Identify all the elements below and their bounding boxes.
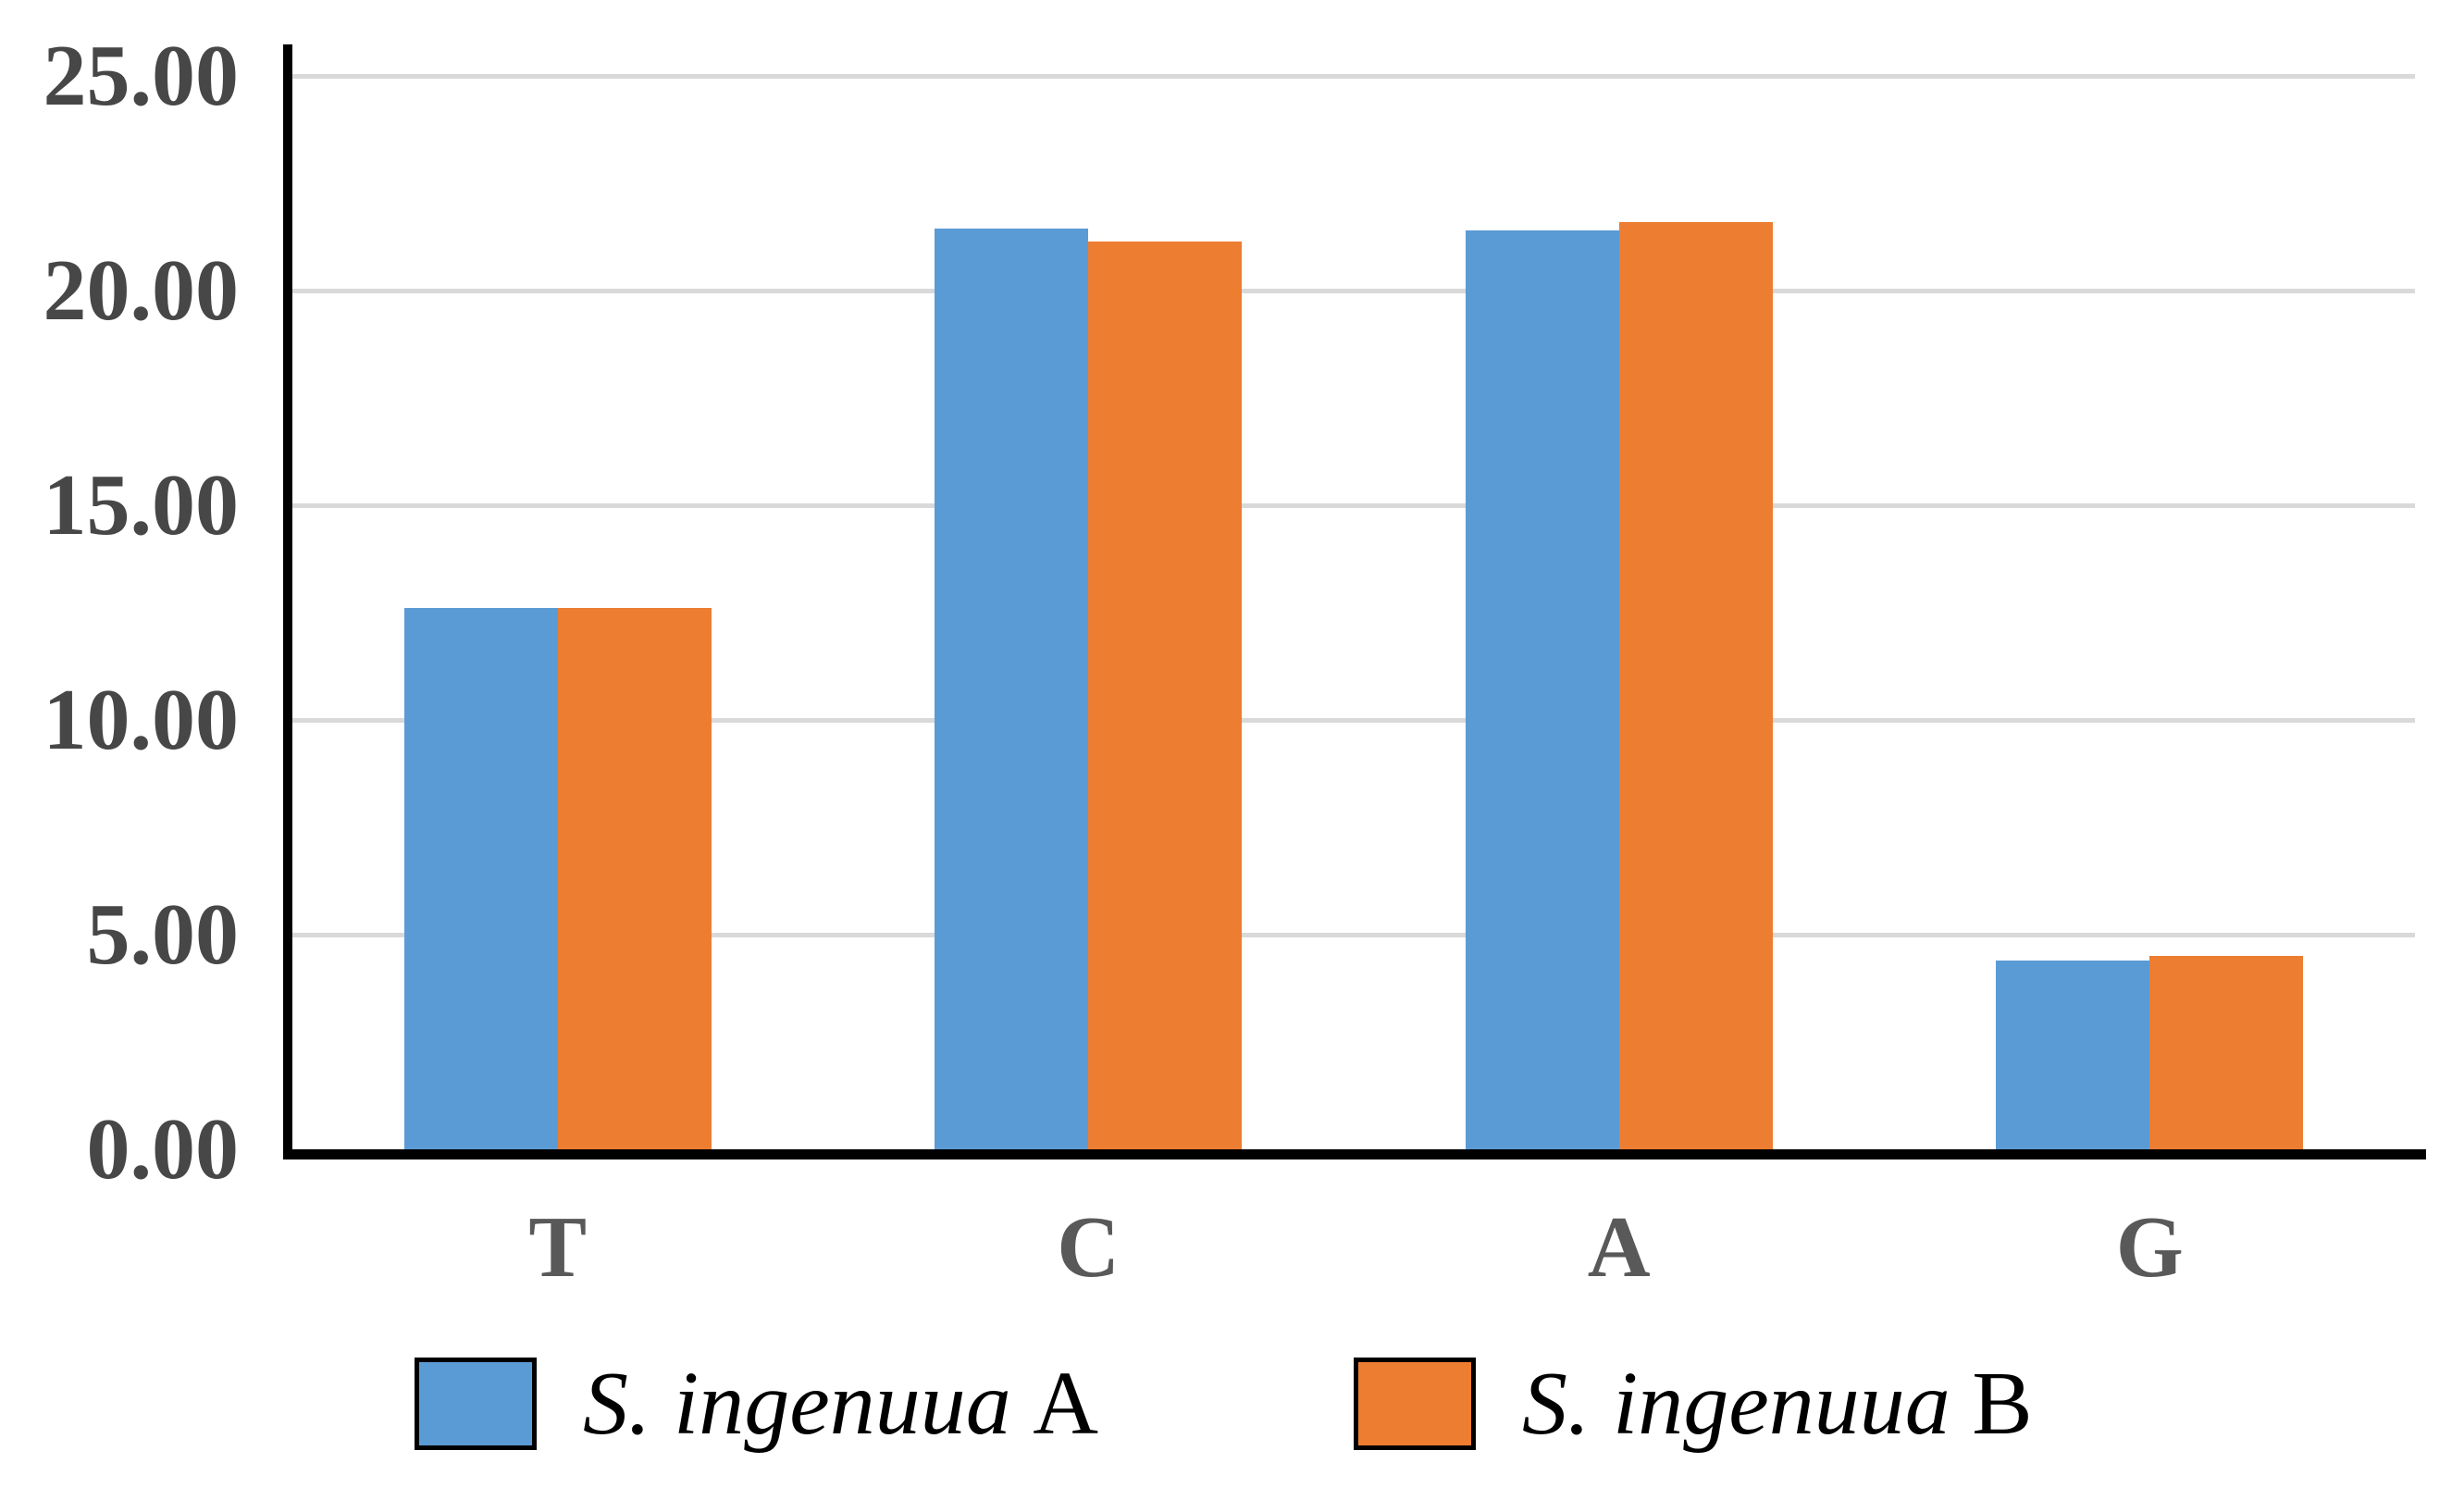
legend-swatch-series-a (415, 1358, 537, 1450)
legend-label-series-a: S. ingenuua A (583, 1358, 1098, 1450)
x-axis-label-C: C (1057, 1199, 1121, 1296)
legend-label-species-a: S. ingenuua (583, 1354, 1011, 1454)
legend-swatch-series-b (1354, 1358, 1476, 1450)
gridline (292, 289, 2415, 293)
x-axis-label-A: A (1587, 1199, 1651, 1296)
gridline (292, 718, 2415, 723)
bar-A-series-a (1465, 230, 1619, 1149)
x-axis-label-T: T (528, 1199, 588, 1296)
legend-label-suffix-b: B (1972, 1354, 2033, 1454)
bar-C-series-a (935, 228, 1089, 1149)
x-axis-label-G: G (2115, 1199, 2184, 1296)
y-axis-label: 10.00 (43, 672, 240, 768)
legend-label-species-b: S. ingenuua (1522, 1354, 1950, 1454)
y-axis-label: 5.00 (86, 887, 240, 983)
gridline (292, 933, 2415, 937)
bar-C-series-b (1088, 241, 1243, 1149)
bar-A-series-b (1618, 221, 1773, 1149)
gridline (292, 503, 2415, 508)
gridline (292, 74, 2415, 79)
bar-G-series-a (1996, 960, 2150, 1149)
y-axis-line (283, 44, 292, 1159)
y-axis-label: 15.00 (43, 457, 240, 553)
y-axis-label: 25.00 (43, 28, 240, 124)
legend-item-series-a: S. ingenuua A (415, 1358, 1098, 1450)
legend-item-series-b: S. ingenuua B (1354, 1358, 2033, 1450)
bar-T-series-b (557, 608, 712, 1149)
bar-G-series-b (2149, 956, 2304, 1149)
y-axis-label: 20.00 (43, 242, 240, 339)
bar-T-series-a (403, 608, 558, 1149)
x-axis-line (283, 1149, 2426, 1159)
legend-label-suffix-a: A (1033, 1354, 1099, 1454)
legend-label-series-b: S. ingenuua B (1522, 1358, 2033, 1450)
y-axis-label: 0.00 (86, 1101, 240, 1197)
